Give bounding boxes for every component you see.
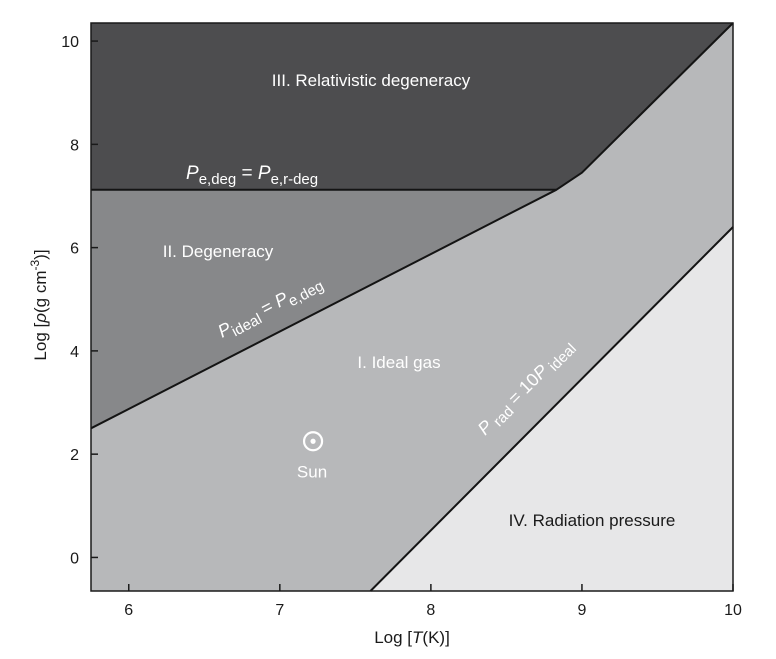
sun-marker (302, 431, 324, 452)
region-label-ideal-gas: I. Ideal gas (357, 353, 440, 372)
y-axis-label-var: ρ (31, 313, 50, 324)
region-label-relativistic-degeneracy: III. Relativistic degeneracy (272, 71, 471, 90)
boundary-degeneracy-line (90, 22, 734, 430)
x-axis-label-prefix: Log [ (374, 628, 412, 647)
sun-symbol-dot (310, 438, 316, 444)
eq-rel-sub2: e,r-deg (271, 171, 319, 188)
region-label-radiation-pressure: IV. Radiation pressure (509, 511, 676, 530)
y-axis-label-suffix: )] (31, 249, 50, 259)
x-axis-label: Log [T(K)] (374, 628, 450, 647)
x-axis-label-var: T (412, 628, 424, 647)
y-tick-label: 10 (61, 34, 79, 51)
eq-rel-p: P (186, 163, 199, 184)
y-axis-label-mid: (g cm (31, 271, 50, 314)
plot-frame (90, 22, 734, 592)
y-tick-label: 0 (70, 550, 79, 567)
annotation-relativistic-boundary: Pe,deg = Pe,r-deg (186, 163, 318, 188)
x-axis-label-suffix: (K)] (422, 628, 449, 647)
x-tick-label: 8 (426, 602, 435, 619)
ticks-layer: 6 7 8 9 10 0 2 4 6 8 10 (61, 34, 742, 619)
eq-rel-sub1: e,deg (199, 171, 237, 188)
region-relativistic-degeneracy (91, 23, 733, 190)
y-tick-label: 8 (70, 137, 79, 154)
eq-rel-p2: P (258, 163, 271, 184)
x-tick-label: 6 (124, 602, 133, 619)
regions-layer (91, 23, 733, 591)
eq-rel-eq: = (236, 163, 258, 184)
y-tick-label: 6 (70, 241, 79, 258)
y-axis-label: Log [ρ(g cm-3)] (28, 249, 50, 360)
sun-symbol-icon (302, 431, 324, 452)
y-axis-label-sup: -3 (28, 260, 42, 271)
x-tick-label: 7 (275, 602, 284, 619)
x-tick-label: 10 (724, 602, 742, 619)
boundaries-layer (90, 22, 734, 592)
x-tick-label: 9 (577, 602, 586, 619)
sun-label: Sun (297, 462, 327, 481)
y-tick-label: 4 (70, 344, 79, 361)
region-label-degeneracy: II. Degeneracy (163, 242, 274, 261)
boundary-radiation-line (369, 226, 734, 592)
y-tick-label: 2 (70, 447, 79, 464)
y-axis-label-prefix: Log [ (31, 322, 50, 360)
